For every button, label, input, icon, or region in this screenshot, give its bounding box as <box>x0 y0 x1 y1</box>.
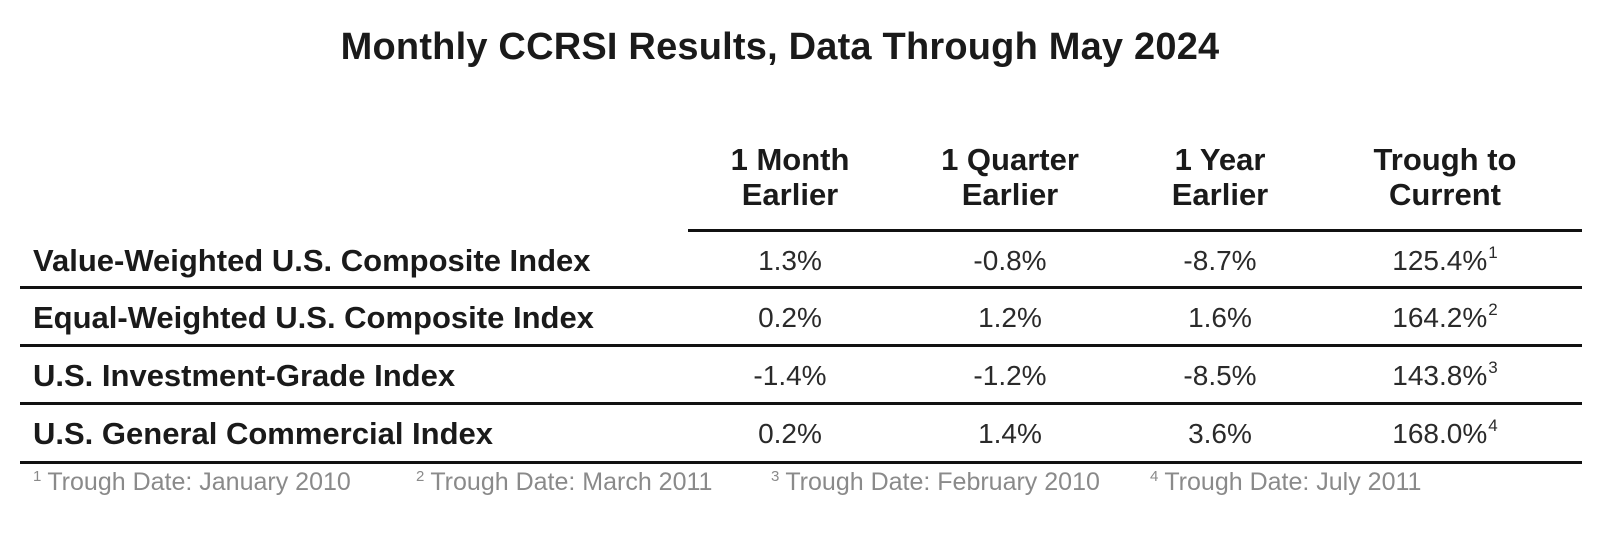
table-cell: 0.2% <box>758 302 822 333</box>
table-cell: 3.6% <box>1188 418 1252 449</box>
footnote-text: Trough Date: February 2010 <box>785 468 1100 496</box>
row-label: Equal-Weighted U.S. Composite Index <box>33 300 594 335</box>
table-cell: 164.2%2 <box>1335 300 1555 334</box>
row-label: Value-Weighted U.S. Composite Index <box>33 243 591 278</box>
table-bottom-rule <box>20 461 1582 464</box>
table-cell: 1.2% <box>978 302 1042 333</box>
table-cell: 0.2% <box>758 418 822 449</box>
row-label: U.S. General Commercial Index <box>33 416 494 451</box>
column-header-1-year: 1 Year Earlier <box>1171 142 1269 212</box>
footnote: 3 Trough Date: February 2010 <box>771 468 1100 497</box>
cell-value: 143.8% <box>1392 360 1488 391</box>
footnote-mark: 4 <box>1150 468 1159 485</box>
footnote-text: Trough Date: July 2011 <box>1164 468 1422 496</box>
table-cell: 1.6% <box>1188 302 1252 333</box>
footnote-marker: 1 <box>1488 243 1498 262</box>
footnote-mark: 1 <box>33 468 42 485</box>
column-header-1-quarter: 1 Quarter Earlier <box>941 142 1079 212</box>
column-header-trough-to-current: Trough to Current <box>1373 142 1517 212</box>
table-cell: -8.7% <box>1183 245 1257 276</box>
cell-value: 164.2% <box>1392 302 1488 333</box>
footnote-mark: 3 <box>771 468 780 485</box>
table-cell: -0.8% <box>973 245 1047 276</box>
table-cell: -1.2% <box>973 360 1047 391</box>
row-divider <box>20 286 1582 289</box>
footnote-mark: 2 <box>416 468 425 485</box>
footnote-text: Trough Date: January 2010 <box>47 468 351 496</box>
row-divider <box>20 344 1582 347</box>
table-cell: 125.4%1 <box>1335 243 1555 277</box>
row-label: U.S. Investment-Grade Index <box>33 358 456 393</box>
footnote-text: Trough Date: March 2011 <box>430 468 713 496</box>
footnote: 2 Trough Date: March 2011 <box>416 468 712 497</box>
table-cell: 1.3% <box>758 245 822 276</box>
table-cell: 1.4% <box>978 418 1042 449</box>
row-divider <box>20 402 1582 405</box>
table-cell: -1.4% <box>753 360 827 391</box>
footnote-marker: 4 <box>1488 416 1498 435</box>
table-cell: 143.8%3 <box>1335 358 1555 392</box>
table-title: Monthly CCRSI Results, Data Through May … <box>340 26 1220 68</box>
cell-value: 125.4% <box>1392 245 1488 276</box>
footnote: 1 Trough Date: January 2010 <box>33 468 351 497</box>
footnote: 4 Trough Date: July 2011 <box>1150 468 1421 497</box>
footnote-marker: 3 <box>1488 358 1498 377</box>
footnote-marker: 2 <box>1488 300 1498 319</box>
table-cell: 168.0%4 <box>1335 416 1555 450</box>
column-header-1-month: 1 Month Earlier <box>730 142 850 212</box>
header-divider <box>688 229 1582 232</box>
cell-value: 168.0% <box>1392 418 1488 449</box>
table-cell: -8.5% <box>1183 360 1257 391</box>
